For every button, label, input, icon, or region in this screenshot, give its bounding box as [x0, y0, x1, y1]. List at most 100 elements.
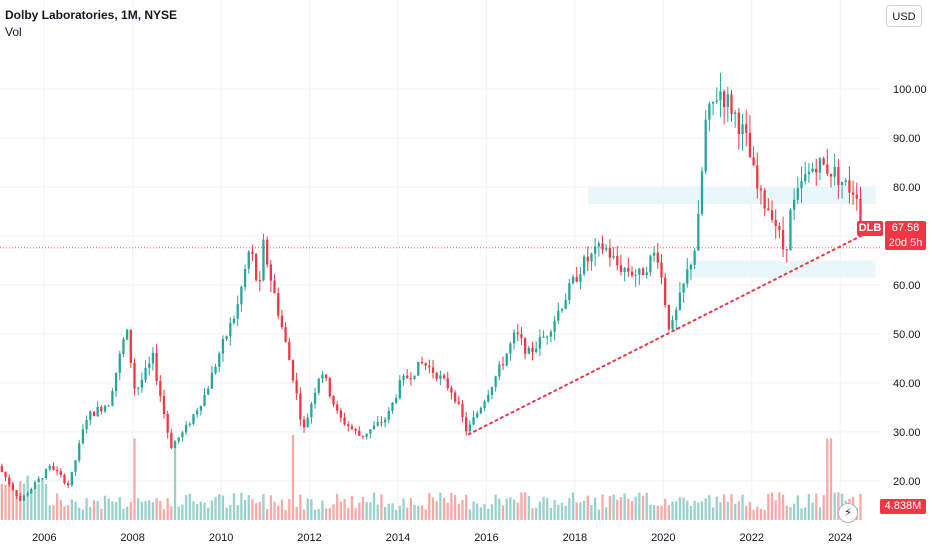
- candle-body: [704, 119, 707, 172]
- volume-bar: [468, 509, 471, 520]
- volume-bar: [70, 499, 74, 520]
- candle-body: [89, 411, 92, 420]
- volume-bar: [8, 482, 11, 520]
- volume-bar: [122, 508, 125, 520]
- volume-bar: [472, 501, 475, 520]
- volume-bar: [675, 501, 678, 520]
- candle-body: [627, 268, 630, 272]
- candle-body: [210, 372, 214, 389]
- candle-body: [770, 210, 774, 220]
- volume-bar: [137, 498, 140, 520]
- candle-body: [582, 256, 586, 275]
- volume-bar: [579, 502, 582, 520]
- volume-bar: [332, 504, 335, 520]
- time-axis[interactable]: 2006 2008 2010 2012 2014 2016 2018 2020 2022 2024: [32, 532, 852, 544]
- time-tick-label: 2020: [651, 532, 675, 544]
- candle-body: [804, 173, 807, 182]
- candle-body: [446, 378, 449, 389]
- candle-body: [395, 398, 398, 403]
- candle-body: [420, 361, 424, 364]
- candle-body: [737, 112, 741, 135]
- volume-bar: [148, 500, 151, 520]
- volume-bar: [767, 494, 770, 520]
- candle-body: [586, 256, 589, 262]
- volume-bar: [155, 498, 158, 520]
- volume-bar: [535, 507, 538, 520]
- volume-bar: [258, 501, 261, 520]
- time-tick-label: 2022: [740, 532, 764, 544]
- currency-button[interactable]: USD: [886, 5, 922, 27]
- candle-body: [428, 365, 431, 368]
- last-price-label: 67.58: [885, 221, 926, 236]
- time-tick-label: 2010: [209, 532, 233, 544]
- volume-bar: [284, 509, 287, 520]
- volume-bar: [704, 498, 707, 520]
- price-axis[interactable]: 20.0030.0040.0050.0060.0070.0080.0090.00…: [893, 84, 927, 488]
- volume-bar: [347, 508, 350, 520]
- candle-body: [472, 417, 475, 425]
- candle-body: [299, 393, 302, 420]
- candle-body: [41, 478, 44, 480]
- candle-body: [442, 375, 446, 379]
- volume-bars: [0, 435, 862, 520]
- candle-body: [594, 246, 597, 254]
- candle-body: [630, 271, 634, 276]
- volume-bar: [92, 500, 96, 520]
- volume-bar: [826, 438, 829, 520]
- volume-bar: [616, 499, 619, 520]
- volume-bar: [63, 506, 66, 520]
- candle-body: [855, 194, 858, 199]
- volume-bar: [313, 509, 317, 520]
- volume-bar: [546, 497, 549, 520]
- volume-bar: [711, 507, 715, 520]
- volume-bar: [424, 509, 427, 520]
- volume-bar: [442, 497, 446, 520]
- candle-body: [391, 402, 394, 411]
- volume-bar: [229, 505, 232, 520]
- volume-bar: [465, 494, 468, 520]
- price-tick-label: 20.00: [893, 476, 921, 488]
- candle-body: [137, 387, 140, 389]
- volume-bar: [196, 504, 199, 520]
- volume-bar: [531, 508, 534, 520]
- volume-bar: [594, 497, 597, 520]
- candle-body: [678, 292, 682, 310]
- candle-body: [273, 280, 276, 294]
- price-tick-label: 50.00: [893, 329, 921, 341]
- candle-body: [125, 329, 129, 340]
- volume-bar: [627, 498, 630, 520]
- candle-body: [837, 166, 840, 186]
- volume-bar: [306, 498, 309, 520]
- lightning-bolt-icon[interactable]: ⚡: [838, 503, 858, 523]
- volume-bar: [527, 495, 530, 520]
- volume-bar: [383, 506, 387, 520]
- candle-body: [465, 417, 468, 432]
- candle-body: [453, 392, 457, 402]
- volume-bar: [774, 500, 777, 520]
- candle-body: [700, 171, 704, 214]
- candle-body: [774, 219, 777, 227]
- candle-body: [365, 433, 368, 437]
- volume-bar: [789, 506, 792, 520]
- candle-body: [122, 339, 125, 354]
- candle-body: [789, 209, 792, 251]
- support-resistance-zones: [588, 186, 876, 278]
- volume-bar: [649, 504, 652, 520]
- candle-body: [406, 375, 409, 379]
- volume-bar: [339, 501, 343, 520]
- candle-body: [118, 353, 121, 373]
- candle-body: [291, 360, 295, 381]
- volume-bar: [67, 505, 70, 520]
- volume-bar: [184, 495, 188, 520]
- candle-body: [800, 181, 803, 189]
- candle-body: [579, 274, 582, 282]
- candle-body: [829, 173, 833, 177]
- candle-body: [479, 408, 483, 414]
- volume-bar: [254, 503, 258, 520]
- volume-bar: [689, 505, 693, 520]
- candle-body: [11, 484, 15, 491]
- volume-bar: [726, 501, 729, 520]
- volume-bar: [542, 496, 545, 520]
- candle-body: [833, 166, 836, 177]
